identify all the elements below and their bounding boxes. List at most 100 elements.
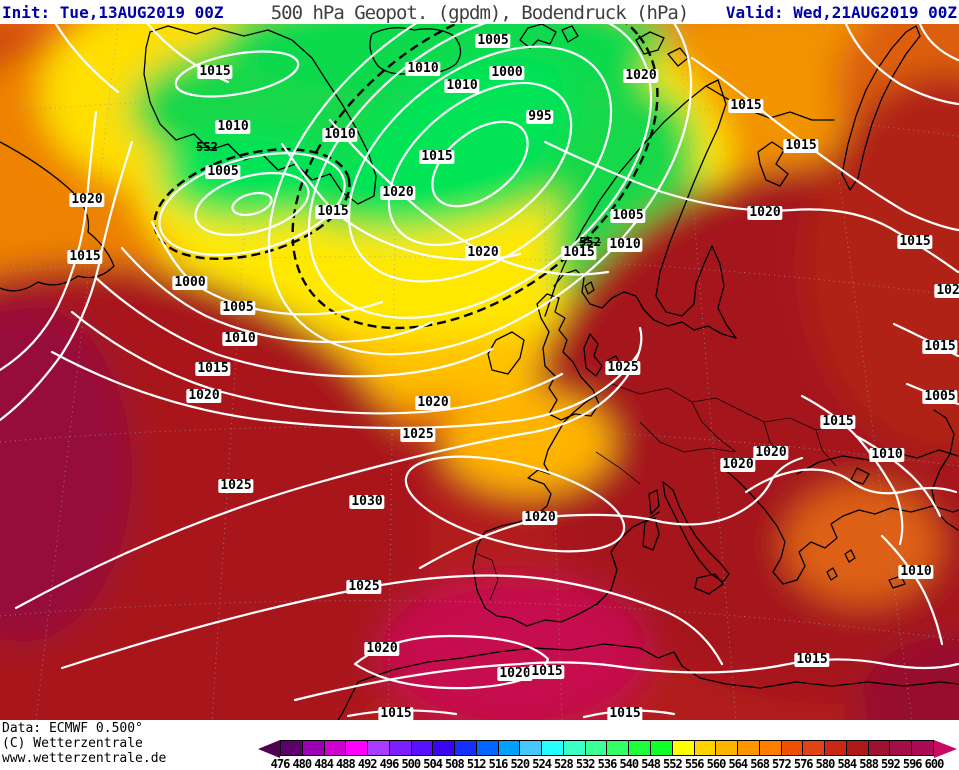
colorbar-tick-label: 532 xyxy=(575,757,596,770)
colorbar-tick-label: 552 xyxy=(663,757,683,770)
colorbar-cell xyxy=(912,740,934,756)
isobar-label: 1015 xyxy=(783,138,819,153)
colorbar-tick-label: 520 xyxy=(510,757,530,770)
data-source-label: Data: ECMWF 0.500° xyxy=(2,721,143,736)
isobar-label: 1015 xyxy=(315,204,351,219)
chart-title: 500 hPa Geopot. (gpdm), Bodendruck (hPa) xyxy=(270,2,690,24)
country-borders xyxy=(476,383,843,601)
isobar-label: 1010 xyxy=(405,61,441,76)
colorbar-tick-label: 484 xyxy=(314,757,334,770)
colorbar-cell xyxy=(672,740,695,756)
colorbar-tick-label: 572 xyxy=(772,757,792,770)
isobar-label: 1015 xyxy=(561,245,597,260)
isobar-label: 1025 xyxy=(218,478,254,493)
colorbar-cell xyxy=(455,740,477,756)
isobar-label: 1010 xyxy=(444,78,480,93)
isobar-label: 1015 xyxy=(794,652,830,667)
colorbar-tick-label: 600 xyxy=(924,757,945,770)
colorbar-tick-label: 516 xyxy=(488,757,509,770)
init-time-label: Init: Tue,13AUG2019 00Z xyxy=(2,3,224,22)
isobar-label: 1010 xyxy=(322,127,358,142)
isobar-label: 1005 xyxy=(475,33,511,48)
colorbar-cells xyxy=(280,740,934,756)
colorbar-right-arrow xyxy=(934,740,957,758)
copyright-label: (C) Wetterzentrale xyxy=(2,736,143,751)
isobar-label: 1020 xyxy=(623,68,659,83)
colorbar-tick-label: 596 xyxy=(902,757,923,770)
isobar-label: 1020 xyxy=(364,641,400,656)
colorbar-cell xyxy=(324,740,347,756)
colorbar-tick-label: 500 xyxy=(401,757,421,770)
isobar-label: 1015 xyxy=(67,249,103,264)
colorbar-cell xyxy=(542,740,564,756)
isobar-label: 1015 xyxy=(195,361,231,376)
colorbar-tick-label: 504 xyxy=(423,757,443,770)
colorbar-cell xyxy=(607,740,630,756)
isobar-label: 1005 xyxy=(610,208,646,223)
colorbar-cell xyxy=(585,740,608,756)
isobar-label: 1015 xyxy=(922,339,958,354)
colorbar-cell xyxy=(803,740,826,756)
website-label: www.wetterzentrale.de xyxy=(2,751,167,766)
isobar-label: 1010 xyxy=(898,564,934,579)
isobar-label: 1015 xyxy=(728,98,764,113)
colorbar-tick-label: 568 xyxy=(750,757,770,770)
isobar-label: 1020 xyxy=(753,445,789,460)
isobar-label: 1020 xyxy=(465,245,501,260)
colorbar-cell xyxy=(694,740,717,756)
colorbar-tick-label: 512 xyxy=(466,757,487,770)
geopotential-label: 552 xyxy=(196,140,218,154)
colorbar-labels: 476 480 484 488 492 496 500 504 508 512 516 520 524 5… xyxy=(258,757,957,770)
geopotential-label: 552 xyxy=(579,235,601,249)
isobar-label: 1025 xyxy=(346,579,382,594)
colorbar xyxy=(258,740,957,758)
isobar-label: 1010 xyxy=(222,331,258,346)
header: Init: Tue,13AUG2019 00Z 500 hPa Geopot. … xyxy=(0,0,959,24)
isobar-label: 1025 xyxy=(400,427,436,442)
colorbar-tick-label: 524 xyxy=(532,757,552,770)
colorbar-cell xyxy=(846,740,869,756)
colorbar-tick-label: 580 xyxy=(815,757,836,770)
isobar-label: 1005 xyxy=(220,300,256,315)
colorbar-cell xyxy=(498,740,521,756)
colorbar-tick-label: 560 xyxy=(706,757,727,770)
colorbar-cell xyxy=(346,740,369,756)
colorbar-tick-label: 592 xyxy=(881,757,901,770)
colorbar-cell xyxy=(759,740,782,756)
isobar-label: 1015 xyxy=(820,414,856,429)
isobar-label: 1015 xyxy=(378,706,414,721)
colorbar-cell xyxy=(520,740,543,756)
colorbar-tick-label: 496 xyxy=(379,757,400,770)
isobar-label: 1020 xyxy=(934,284,959,298)
colorbar-cell xyxy=(302,740,325,756)
colorbar-cell xyxy=(563,740,586,756)
colorbar-cell xyxy=(389,740,412,756)
colorbar-cell xyxy=(651,740,673,756)
isobar-label: 1010 xyxy=(607,237,643,252)
isobar-label: 1015 xyxy=(529,664,565,679)
isobar-label: 1020 xyxy=(497,666,533,681)
colorbar-tick-label: 576 xyxy=(793,757,814,770)
weather-map: 1015 1005 1010 1000 1010 1020 995 1015 1015 1010 1… xyxy=(0,24,959,721)
isobar-label: 995 xyxy=(526,109,554,124)
colorbar-tick-label: 540 xyxy=(619,757,639,770)
isobar-label: 1020 xyxy=(69,192,105,207)
isobar-label: 1020 xyxy=(522,510,558,525)
colorbar-cell xyxy=(411,740,434,756)
colorbar-cell xyxy=(368,740,390,756)
colorbar-tick-label: 480 xyxy=(292,757,312,770)
isobar-label: 1020 xyxy=(186,388,222,403)
colorbar-tick-label: 588 xyxy=(859,757,879,770)
isobar-label: 1020 xyxy=(380,185,416,200)
colorbar-tick-label: 488 xyxy=(336,757,356,770)
colorbar-tick-label: 528 xyxy=(554,757,574,770)
isobar-contours xyxy=(0,24,959,719)
colorbar-cell xyxy=(629,740,652,756)
coastlines xyxy=(0,24,959,720)
isobar-label: 1020 xyxy=(415,395,451,410)
valid-time-label: Valid: Wed,21AUG2019 00Z xyxy=(725,3,957,22)
isobar-label: 1025 xyxy=(605,360,641,375)
isobar-label: 1010 xyxy=(215,119,251,134)
isobar-label: 1000 xyxy=(172,275,208,290)
